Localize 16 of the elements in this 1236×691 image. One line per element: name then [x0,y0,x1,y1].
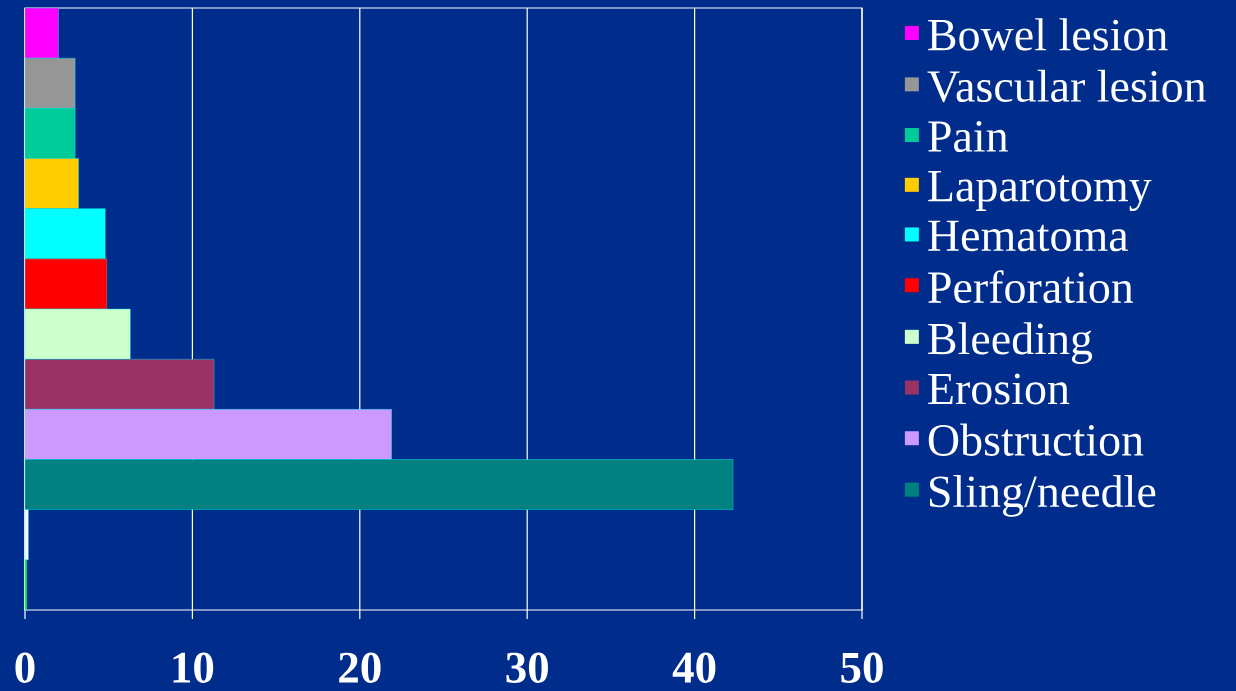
x-tick-label: 20 [339,652,381,683]
legend-label: Laparotomy [928,171,1152,212]
legend-label: Vascular lesion [927,69,1206,103]
legend-label: Pain [928,121,1008,152]
x-tick-label: 30 [506,652,548,683]
legend-label: Sling/needle [929,474,1156,517]
x-tick-label: 10 [173,652,214,683]
legend-label: Bowel lesion [928,18,1168,51]
x-tick-label: 0 [15,652,35,683]
legend-label: Bleeding [928,322,1093,364]
legend-label: Perforation [928,270,1134,304]
legend-label: Erosion [928,373,1070,405]
x-tick-label: 40 [672,652,716,683]
x-tick-label: 50 [841,652,883,683]
legend-label: Hematoma [928,220,1129,252]
legend-label: Obstruction [928,423,1144,456]
